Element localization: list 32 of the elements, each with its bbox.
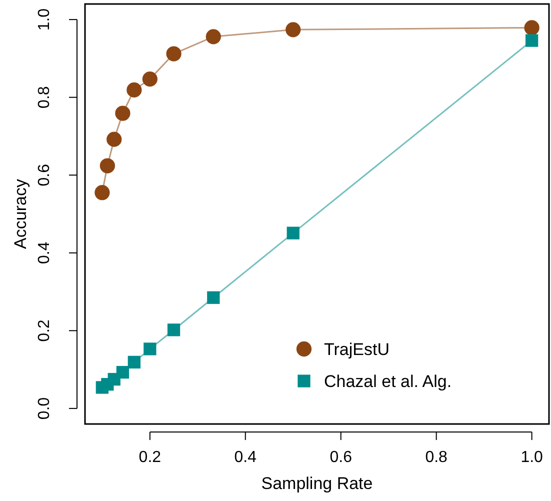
point — [106, 132, 122, 147]
point — [286, 226, 300, 240]
point — [525, 34, 538, 47]
point — [116, 366, 130, 379]
point — [94, 185, 110, 200]
point — [115, 106, 130, 121]
x-tick-label: 0.6 — [330, 449, 352, 466]
y-tick-label: 0.8 — [36, 86, 53, 108]
y-tick-label: 0.4 — [36, 242, 53, 264]
y-tick-label: 1.0 — [36, 8, 53, 31]
point — [100, 158, 116, 174]
x-tick-label: 0.4 — [234, 449, 257, 466]
legend-label: Chazal et al. Alg. — [324, 372, 452, 391]
point — [207, 291, 220, 304]
x-tick-label: 1.0 — [520, 449, 544, 466]
point — [167, 324, 180, 336]
point — [286, 22, 301, 38]
point — [142, 72, 158, 87]
point — [524, 20, 540, 36]
x-axis-title: Sampling Rate — [261, 474, 373, 493]
point — [126, 82, 142, 98]
point — [166, 46, 182, 62]
x-tick-label: 0.8 — [425, 449, 448, 466]
point — [128, 356, 140, 368]
x-tick-label: 0.2 — [138, 449, 162, 466]
y-tick-label: 0.2 — [36, 319, 53, 342]
y-axis-title: Accuracy — [11, 178, 30, 249]
legend-label: TrajEstU — [324, 340, 390, 359]
point — [144, 342, 156, 356]
point — [206, 29, 221, 44]
y-tick-label: 0.6 — [36, 164, 53, 186]
y-tick-label: 0.0 — [36, 397, 53, 420]
